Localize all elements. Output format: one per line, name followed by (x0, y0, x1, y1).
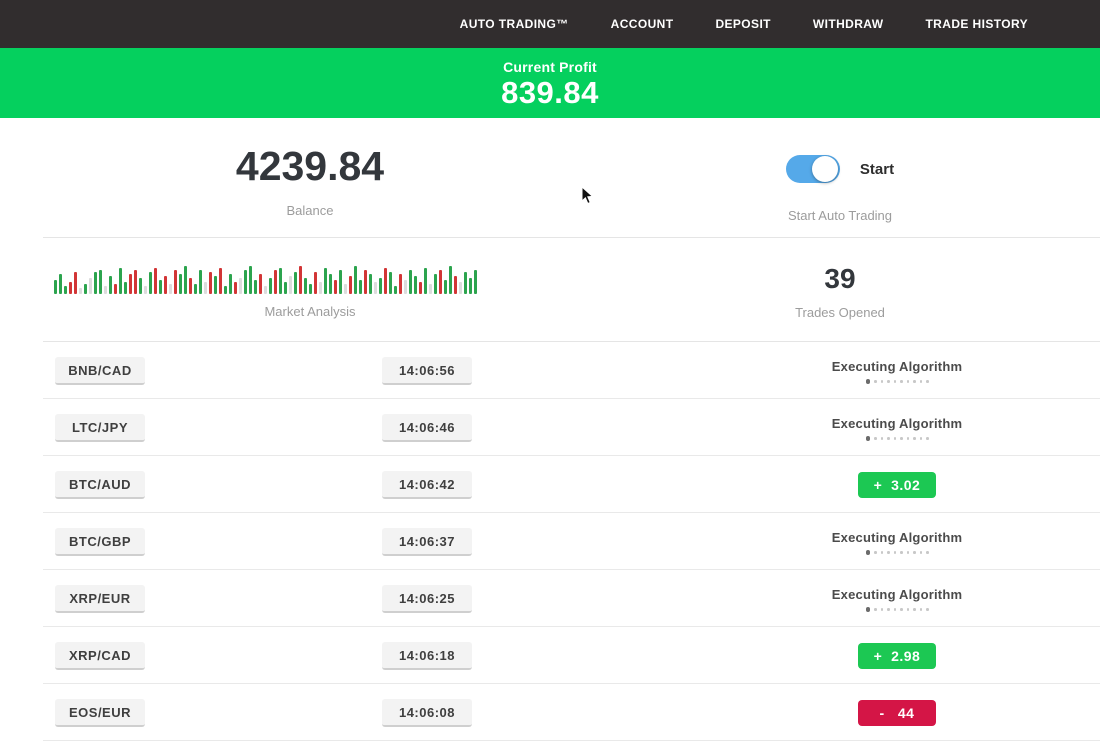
trade-row: BNB/CAD 14:06:56 Executing Algorithm (0, 342, 1100, 399)
executing-algorithm-label: Executing Algorithm (831, 416, 963, 431)
toggle-start-label: Start (859, 160, 895, 178)
nav-withdraw[interactable]: WITHDRAW (812, 17, 884, 31)
time-badge: 14:06:25 (382, 585, 472, 613)
balance-label: Balance (286, 203, 334, 219)
time-badge: 14:06:56 (382, 357, 472, 385)
auto-trading-toggle[interactable] (785, 155, 840, 183)
trade-status-cell: Executing Algorithm (772, 399, 1022, 456)
progress-dots (832, 550, 962, 555)
executing-algorithm-label: Executing Algorithm (831, 530, 963, 545)
balance-block: 4239.84 Balance (0, 143, 620, 237)
trades-opened-block: 39 Trades Opened (620, 260, 1060, 341)
pair-badge: XRP/CAD (55, 642, 145, 670)
trade-row: EOS/EUR 14:06:08 - 44 (0, 684, 1100, 741)
trade-status-cell: + 3.02 (772, 456, 1022, 513)
trade-result-badge: - 44 (858, 699, 936, 726)
nav-trade-history[interactable]: TRADE HISTORY (925, 17, 1028, 31)
trade-row: LTC/JPY 14:06:46 Executing Algorithm (0, 399, 1100, 456)
time-badge: 14:06:08 (382, 699, 472, 727)
time-badge: 14:06:46 (382, 414, 472, 442)
market-section: Market Analysis 39 Trades Opened (0, 238, 1100, 341)
start-auto-trading-caption: Start Auto Trading (787, 208, 893, 223)
trade-status-cell: Executing Algorithm (772, 513, 1022, 570)
pair-badge: LTC/JPY (55, 414, 145, 442)
nav-account[interactable]: ACCOUNT (610, 17, 674, 31)
market-analysis-block: Market Analysis (0, 260, 620, 341)
market-analysis-label: Market Analysis (264, 304, 356, 319)
current-profit-label: Current Profit (503, 58, 597, 75)
trade-row: XRP/CAD 14:06:18 + 2.98 (0, 627, 1100, 684)
trades-list: BNB/CAD 14:06:56 Executing Algorithm LTC… (0, 342, 1100, 741)
executing-algorithm-label: Executing Algorithm (831, 587, 963, 602)
progress-dots (832, 379, 962, 384)
executing-algorithm-label: Executing Algorithm (831, 359, 963, 374)
section-divider (43, 237, 1100, 238)
balance-value: 4239.84 (235, 143, 385, 189)
balance-section: 4239.84 Balance Start Start Auto Trading (0, 118, 1100, 237)
trade-row: XRP/EUR 14:06:25 Executing Algorithm (0, 570, 1100, 627)
trade-result-badge: + 2.98 (858, 642, 936, 669)
pair-badge: BTC/AUD (55, 471, 145, 499)
time-badge: 14:06:18 (382, 642, 472, 670)
trade-status-cell: Executing Algorithm (772, 570, 1022, 627)
market-analysis-chart (54, 260, 566, 294)
trades-opened-count: 39 (824, 263, 856, 294)
executing-algorithm-status: Executing Algorithm (832, 357, 962, 384)
progress-dots (832, 436, 962, 441)
top-navbar: AUTO TRADING™ ACCOUNT DEPOSIT WITHDRAW T… (0, 0, 1100, 48)
section-divider (43, 341, 1100, 342)
pair-badge: EOS/EUR (55, 699, 145, 727)
toggle-knob (811, 156, 838, 182)
current-profit-banner: Current Profit 839.84 (0, 48, 1100, 118)
time-badge: 14:06:42 (382, 471, 472, 499)
executing-algorithm-status: Executing Algorithm (832, 414, 962, 441)
trade-row: BTC/AUD 14:06:42 + 3.02 (0, 456, 1100, 513)
trade-result-badge: + 3.02 (858, 471, 936, 498)
time-badge: 14:06:37 (382, 528, 472, 556)
nav-deposit[interactable]: DEPOSIT (715, 17, 771, 31)
trade-row: BTC/GBP 14:06:37 Executing Algorithm (0, 513, 1100, 570)
trades-opened-label: Trades Opened (795, 304, 885, 320)
nav-auto-trading[interactable]: AUTO TRADING™ (459, 17, 569, 31)
pair-badge: BNB/CAD (55, 357, 145, 385)
trade-status-cell: Executing Algorithm (772, 342, 1022, 399)
auto-trading-block: Start Start Auto Trading (620, 144, 1060, 237)
executing-algorithm-status: Executing Algorithm (832, 528, 962, 555)
current-profit-value: 839.84 (501, 74, 599, 110)
trade-status-cell: - 44 (772, 684, 1022, 741)
pair-badge: BTC/GBP (55, 528, 145, 556)
progress-dots (832, 607, 962, 612)
trade-status-cell: + 2.98 (772, 627, 1022, 684)
pair-badge: XRP/EUR (55, 585, 145, 613)
executing-algorithm-status: Executing Algorithm (832, 585, 962, 612)
